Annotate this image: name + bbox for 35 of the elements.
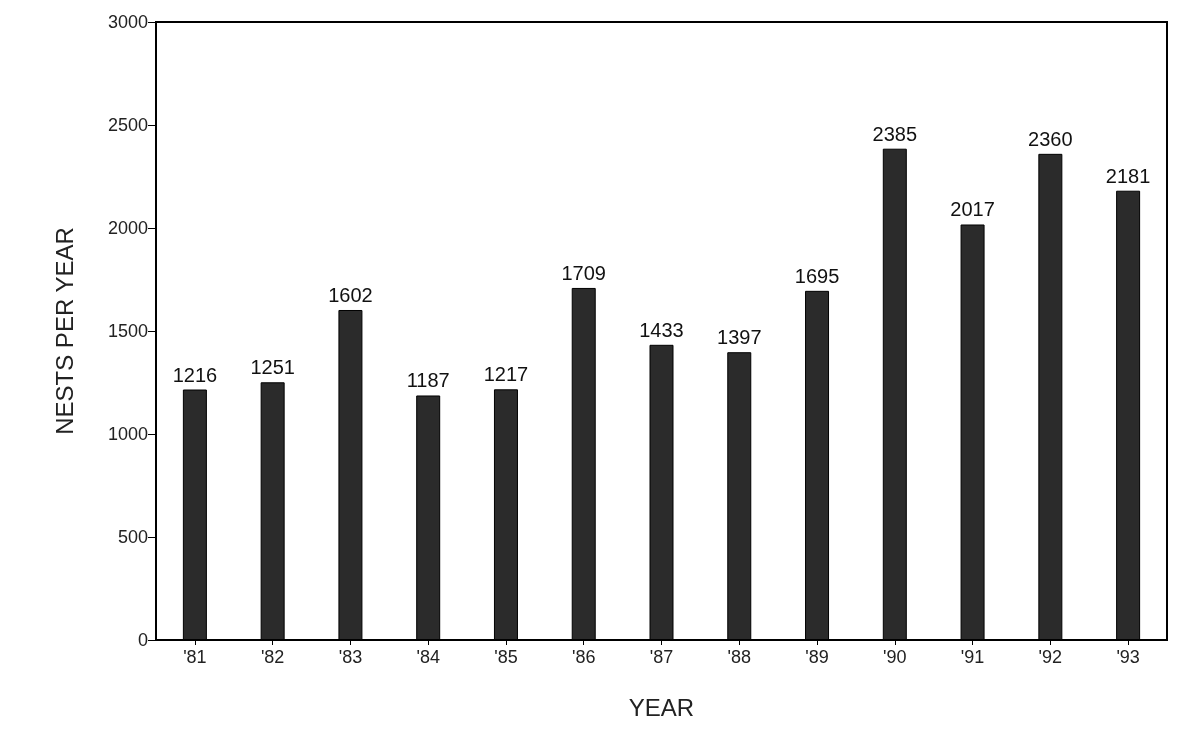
data-label: 1433 [639,318,684,341]
x-tick-label: '82 [260,647,285,667]
x-tick-label: '86 [572,647,596,667]
y-tick-label: 0 [137,630,148,650]
y-tick-label: 3000 [107,12,148,32]
y-tick-label: 1500 [107,321,148,341]
x-tick-label: '84 [416,647,440,667]
x-tick-label: '89 [805,647,829,667]
data-label: 2360 [1028,127,1073,150]
data-label: 1397 [717,326,762,349]
x-tick-label: '91 [960,647,985,667]
x-tick-label: '88 [727,647,751,667]
data-label: 1695 [794,264,840,287]
y-tick-label: 2500 [107,115,148,135]
data-label: 1709 [561,261,606,284]
x-axis-title: YEAR [628,693,695,721]
y-axis-title: NESTS PER YEAR [50,227,78,435]
data-label: 2017 [950,198,995,221]
x-tick-label: '83 [338,647,363,667]
y-tick-label: 1000 [107,424,148,444]
data-label: 1216 [172,363,218,386]
x-tick-label: '90 [883,647,907,667]
x-tick-label: '81 [183,647,207,667]
data-label: 1251 [250,356,295,379]
data-label: 1217 [483,363,529,386]
data-label: 1602 [328,283,373,306]
x-tick-label: '93 [1116,647,1140,667]
y-tick-label: 500 [117,527,148,547]
x-tick-label: '87 [649,647,674,667]
x-tick-label: '92 [1038,647,1063,667]
x-tick-label: '85 [494,647,518,667]
data-label: 1187 [406,369,450,392]
y-tick-label: 2000 [107,218,148,238]
data-label: 2385 [872,122,918,145]
data-label: 2181 [1105,164,1151,187]
